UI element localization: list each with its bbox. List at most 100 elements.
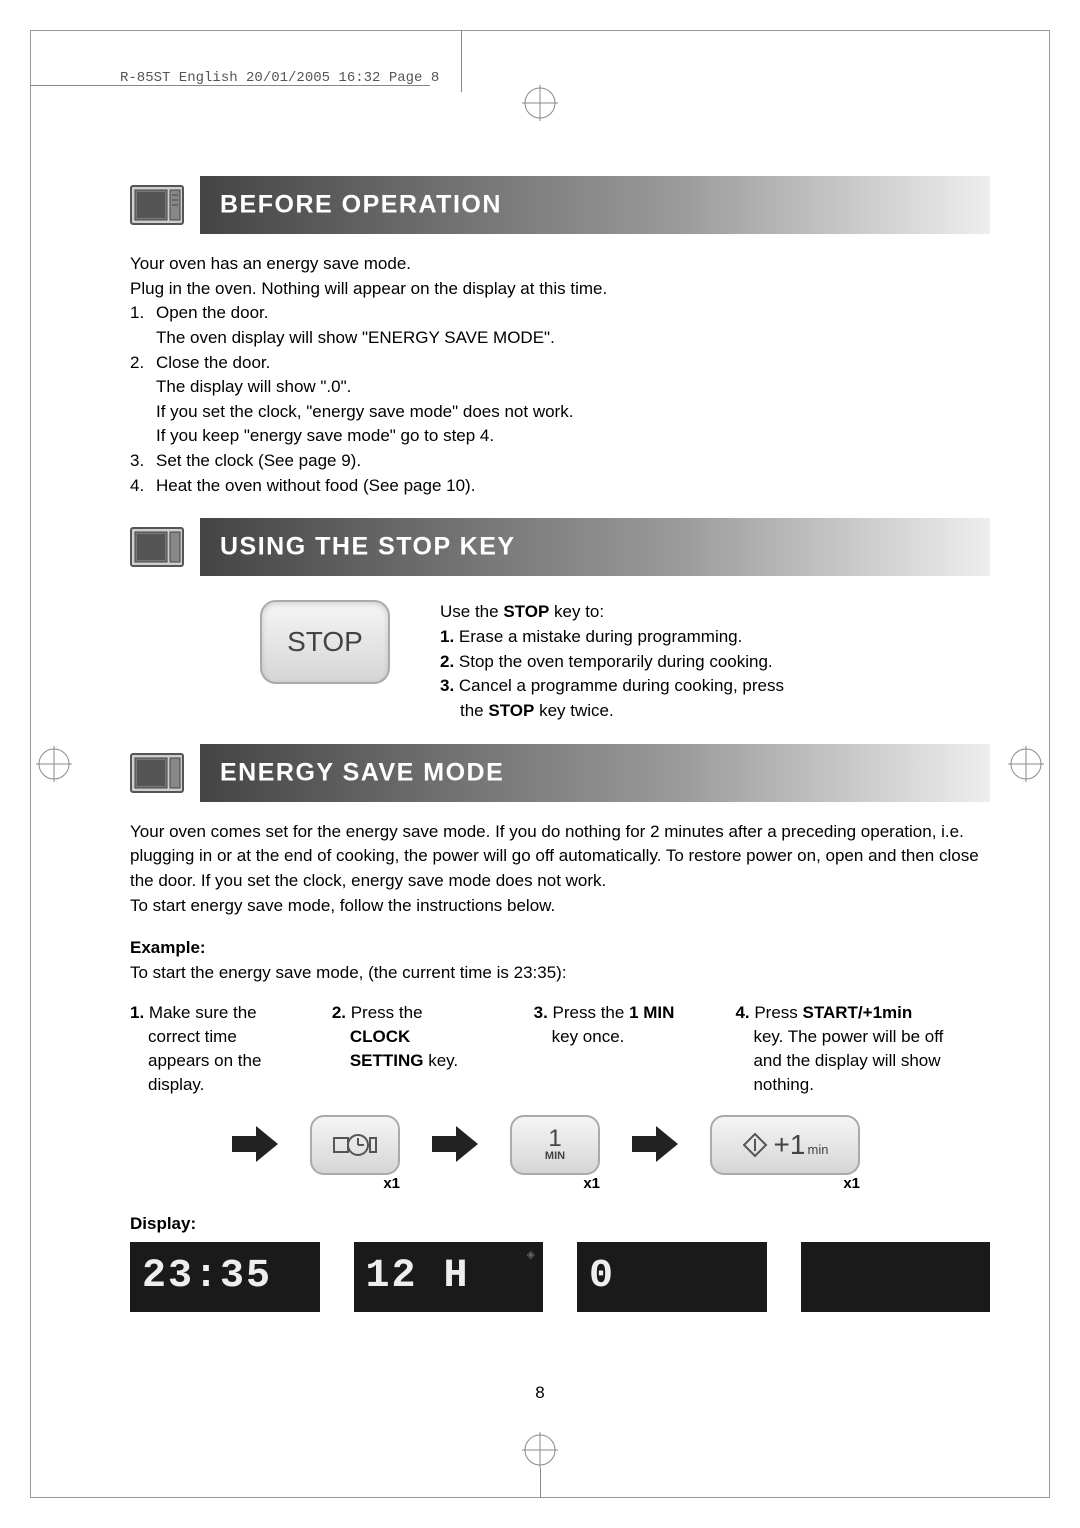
- display-panel-1: 23:35: [130, 1242, 320, 1312]
- arrow-right-icon: [630, 1124, 680, 1164]
- text-bold: 1 MIN: [629, 1003, 674, 1022]
- one-min-button-group: 1 MIN x1: [510, 1115, 600, 1192]
- example-block: Example: To start the energy save mode, …: [120, 936, 990, 985]
- steps-row: 1. Make sure the correct time appears on…: [120, 1001, 990, 1096]
- text: key to:: [549, 602, 604, 621]
- text: Press the: [351, 1003, 423, 1022]
- section-using-stop-key: USING THE STOP KEY: [120, 518, 990, 576]
- microwave-icon: [130, 185, 184, 225]
- crop-line: [540, 1468, 541, 1498]
- list-text: Close the door.: [156, 351, 270, 376]
- print-header-info: R-85ST English 20/01/2005 16:32 Page 8: [120, 70, 990, 86]
- step-4: 4. Press START/+1min key. The power will…: [735, 1001, 990, 1096]
- registration-mark-icon: [1008, 746, 1044, 782]
- arrow-right-icon: [430, 1124, 480, 1164]
- text: correct time: [130, 1027, 237, 1046]
- stop-key-content: STOP Use the STOP key to: 1. Erase a mis…: [120, 600, 990, 723]
- clock-icon: [330, 1130, 380, 1160]
- display-indicator-icon: ◈: [527, 1248, 535, 1261]
- step-3: 3. Press the 1 MIN key once.: [534, 1001, 716, 1096]
- list-text: Erase a mistake during programming.: [459, 627, 742, 646]
- display-value: 0: [589, 1254, 615, 1299]
- display-panel-4: [801, 1242, 991, 1312]
- one-min-key-graphic: 1 MIN: [510, 1115, 600, 1175]
- text-bold: SETTING: [350, 1051, 424, 1070]
- display-value: 23:35: [142, 1254, 272, 1299]
- text: Press: [754, 1003, 802, 1022]
- step-number: 2.: [332, 1003, 351, 1022]
- text: and the display will show: [735, 1051, 940, 1070]
- text: Use the: [440, 602, 503, 621]
- microwave-icon: [130, 527, 184, 567]
- text-line: Plug in the oven. Nothing will appear on…: [130, 277, 990, 302]
- section-before-operation: BEFORE OPERATION: [120, 176, 990, 234]
- key-min-suffix: min: [807, 1142, 828, 1157]
- section-title: ENERGY SAVE MODE: [220, 758, 504, 787]
- list-number: 1.: [440, 627, 459, 646]
- display-label: Display:: [120, 1214, 990, 1234]
- page-content: R-85ST English 20/01/2005 16:32 Page 8 B…: [120, 70, 990, 1438]
- microwave-icon: [130, 753, 184, 793]
- stop-key-text: Use the STOP key to: 1. Erase a mistake …: [440, 600, 784, 723]
- list-subtext: If you keep "energy save mode" go to ste…: [130, 424, 990, 449]
- list-subtext: If you set the clock, "energy save mode"…: [130, 400, 990, 425]
- list-subtext: The oven display will show "ENERGY SAVE …: [130, 326, 990, 351]
- press-count: x1: [843, 1175, 860, 1192]
- press-count: x1: [383, 1175, 400, 1192]
- display-row: 23:35 12 H ◈ 0: [120, 1242, 990, 1312]
- text: Press the: [553, 1003, 630, 1022]
- section-title: USING THE STOP KEY: [220, 533, 516, 562]
- key-unit: MIN: [545, 1151, 565, 1162]
- text: key. The power will be off: [735, 1027, 943, 1046]
- list-number: 2.: [130, 351, 156, 376]
- text: appears on the: [130, 1051, 261, 1070]
- text: display.: [130, 1075, 204, 1094]
- text: the: [460, 701, 488, 720]
- list-text: Heat the oven without food (See page 10)…: [156, 474, 475, 499]
- press-count: x1: [583, 1175, 600, 1192]
- text: key twice.: [534, 701, 613, 720]
- display-panel-3: 0: [577, 1242, 767, 1312]
- text-line: Your oven has an energy save mode.: [130, 252, 990, 277]
- display-value: 12 H: [366, 1254, 470, 1299]
- manual-page: R-85ST English 20/01/2005 16:32 Page 8 B…: [0, 0, 1080, 1528]
- step-number: 1.: [130, 1003, 149, 1022]
- registration-mark-icon: [36, 746, 72, 782]
- arrow-right-icon: [230, 1124, 280, 1164]
- list-number: 2.: [440, 652, 459, 671]
- example-text: To start the energy save mode, (the curr…: [130, 961, 990, 986]
- step-number: 3.: [534, 1003, 553, 1022]
- text: key.: [423, 1051, 458, 1070]
- text-bold: START/+1min: [803, 1003, 913, 1022]
- list-number: 1.: [130, 301, 156, 326]
- text: Make sure the: [149, 1003, 257, 1022]
- start-plus-1min-key-graphic: +1 min: [710, 1115, 860, 1175]
- example-label: Example:: [130, 936, 990, 961]
- section-energy-save-mode: ENERGY SAVE MODE: [120, 744, 990, 802]
- text-bold: CLOCK: [332, 1027, 410, 1046]
- step-2: 2. Press the CLOCK SETTING key.: [332, 1001, 514, 1096]
- text: To start energy save mode, follow the in…: [130, 896, 555, 915]
- display-panel-2: 12 H ◈: [354, 1242, 544, 1312]
- key-number: 1: [545, 1127, 565, 1151]
- text: key once.: [534, 1027, 625, 1046]
- list-number: 3.: [130, 449, 156, 474]
- text: nothing.: [735, 1075, 814, 1094]
- list-text: Open the door.: [156, 301, 268, 326]
- list-text: Cancel a programme during cooking, press: [459, 676, 784, 695]
- key-plus-one: +1: [774, 1129, 806, 1161]
- registration-mark-icon: [522, 1432, 558, 1468]
- list-text: Stop the oven temporarily during cooking…: [459, 652, 773, 671]
- before-operation-text: Your oven has an energy save mode. Plug …: [120, 252, 990, 498]
- start-button-group: +1 min x1: [710, 1115, 860, 1192]
- text: Your oven comes set for the energy save …: [130, 822, 979, 890]
- list-text: Set the clock (See page 9).: [156, 449, 361, 474]
- button-sequence-row: x1 1 MIN x1: [120, 1115, 990, 1192]
- start-diamond-icon: [742, 1132, 768, 1158]
- step-number: 4.: [735, 1003, 754, 1022]
- clock-button-group: x1: [310, 1115, 400, 1192]
- page-number: 8: [535, 1383, 544, 1403]
- stop-key-label: STOP: [287, 626, 363, 658]
- text-bold: STOP: [488, 701, 534, 720]
- list-number: 3.: [440, 676, 459, 695]
